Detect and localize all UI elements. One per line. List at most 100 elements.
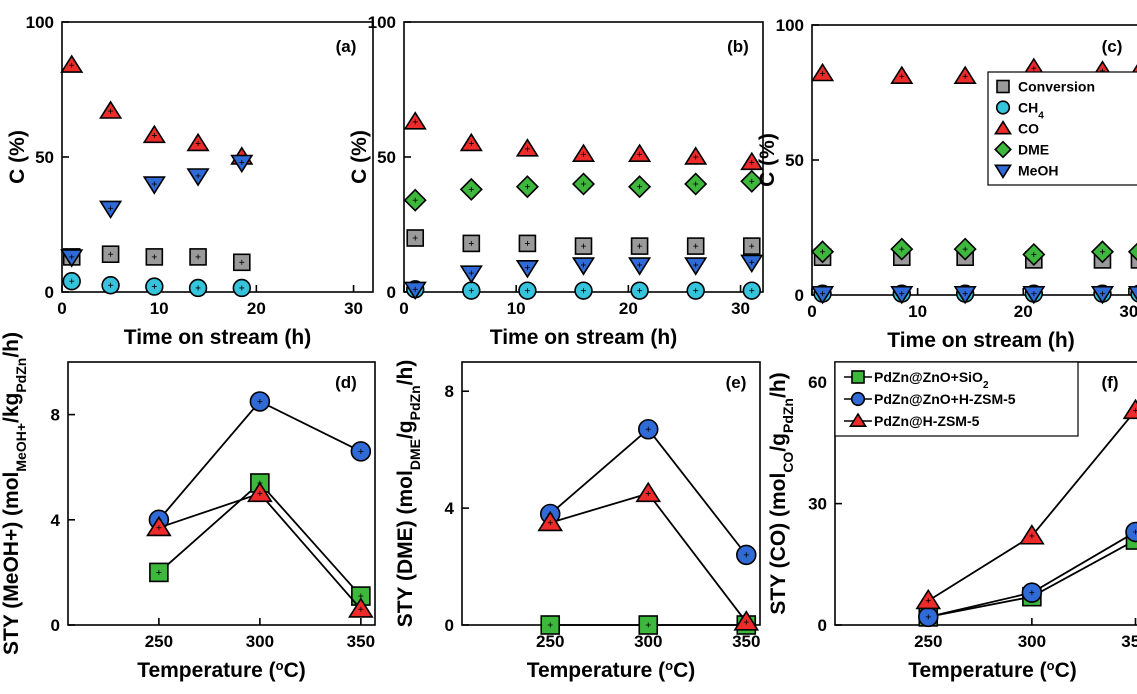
legend-item: MeOH [993, 163, 1058, 179]
series-line [927, 409, 1137, 602]
y-axis-label: STY (MeOH+) (molMeOH+/kgPdZn/h) [0, 332, 29, 655]
x-axis-label: Temperature (oC) [527, 658, 696, 683]
data-point [149, 562, 169, 583]
data-point [247, 481, 273, 503]
data-point [638, 615, 659, 635]
legend-item: PdZn@ZnO+H-ZSM-5 [844, 391, 1016, 407]
legend-item: Conversion [996, 79, 1095, 95]
data-point [403, 281, 427, 301]
y-tick-label: 50 [35, 148, 54, 167]
y-tick-label: 0 [818, 616, 827, 635]
series-Conversion [813, 248, 1137, 269]
data-point [1019, 524, 1045, 545]
data-point [249, 391, 271, 412]
data-point [537, 510, 564, 532]
data-point [686, 237, 705, 255]
y-axis-label: C (%) [6, 130, 29, 184]
data-point [684, 257, 708, 276]
data-point [918, 606, 939, 628]
data-point [1090, 285, 1115, 305]
data-point [915, 588, 942, 610]
panel-letter: (e) [726, 373, 747, 392]
series-CO [403, 111, 764, 171]
legend-marker-triangle-down [993, 164, 1013, 179]
data-point [188, 278, 208, 298]
data-point [142, 176, 166, 195]
data-point [810, 62, 835, 82]
data-point [1130, 251, 1137, 269]
x-axis-label: Time on stream (h) [124, 326, 311, 349]
y-tick-label: 60 [808, 373, 827, 392]
y-tick-label: 4 [51, 511, 61, 530]
data-point [635, 481, 662, 503]
data-point [459, 265, 483, 284]
data-point [230, 154, 254, 174]
data-point [403, 188, 427, 212]
data-point [1022, 242, 1046, 267]
data-point [403, 111, 427, 130]
data-point [1021, 582, 1043, 603]
data-point [406, 229, 425, 247]
y-axis-label: C (%) [756, 133, 779, 187]
legend-marker-circle [850, 391, 866, 407]
x-tick-label: 20 [1014, 302, 1033, 321]
series-PdZn@H-ZSM-5 [537, 481, 760, 631]
data-point [684, 146, 708, 165]
data-point [1127, 285, 1137, 301]
data-point [515, 138, 539, 157]
data-point [628, 143, 652, 162]
series-CO [60, 54, 254, 165]
data-point [740, 151, 764, 171]
data-point [60, 249, 84, 268]
data-point [1125, 521, 1137, 543]
data-point [740, 169, 764, 193]
data-point [890, 65, 914, 84]
legend-label: PdZn@H-ZSM-5 [874, 413, 980, 429]
data-point [459, 177, 483, 201]
y-tick-label: 8 [445, 382, 454, 401]
panel-d: 250 300 350 0 4 8 Temperature (oC) STY (MeOH+) … [0, 332, 376, 682]
y-tick-label: 100 [26, 13, 54, 32]
y-tick-label: 100 [776, 16, 804, 35]
data-point [540, 615, 561, 635]
data-point [515, 175, 539, 199]
x-tick-label: 10 [507, 299, 526, 318]
y-tick-label: 30 [808, 495, 827, 514]
x-tick-label: 300 [634, 632, 662, 651]
data-point [99, 100, 123, 119]
legend-item: CO [993, 120, 1039, 137]
series-PdZn@H-ZSM-5 [915, 398, 1137, 610]
panel-letter: (d) [335, 373, 357, 392]
legend-label: MeOH [1018, 163, 1058, 179]
x-axis-label: Time on stream (h) [887, 329, 1074, 352]
x-tick-label: 30 [344, 299, 363, 318]
data-point [60, 54, 84, 73]
data-point [62, 272, 81, 291]
y-tick-label: 0 [387, 283, 396, 302]
legend-label: PdZn@ZnO+H-ZSM-5 [874, 391, 1016, 407]
legend-label: DME [1018, 142, 1049, 158]
legend-label: CH4 [1018, 100, 1044, 122]
y-tick-label: 0 [51, 616, 60, 635]
y-tick-label: 4 [445, 499, 455, 518]
data-point [189, 248, 207, 266]
data-point [630, 237, 649, 255]
x-tick-label: 30 [731, 299, 750, 318]
data-point [810, 285, 835, 305]
panel-letter: (a) [336, 37, 357, 56]
legend-label: PdZn@ZnO+SiO2 [874, 369, 989, 391]
x-tick-label: 30 [1119, 302, 1137, 321]
data-point [890, 285, 914, 305]
x-tick-label: 0 [57, 299, 66, 318]
data-point [518, 281, 537, 300]
data-point [348, 597, 374, 618]
x-tick-label: 20 [619, 299, 638, 318]
x-tick-label: 250 [914, 632, 942, 651]
data-point [740, 254, 764, 274]
panel-b: 0 10 20 30 0 50 100 Time on stream (h) C (%) (b) [348, 13, 764, 349]
series-DME [403, 169, 764, 212]
data-point [145, 248, 164, 266]
data-point [232, 278, 251, 298]
data-point [733, 610, 760, 631]
